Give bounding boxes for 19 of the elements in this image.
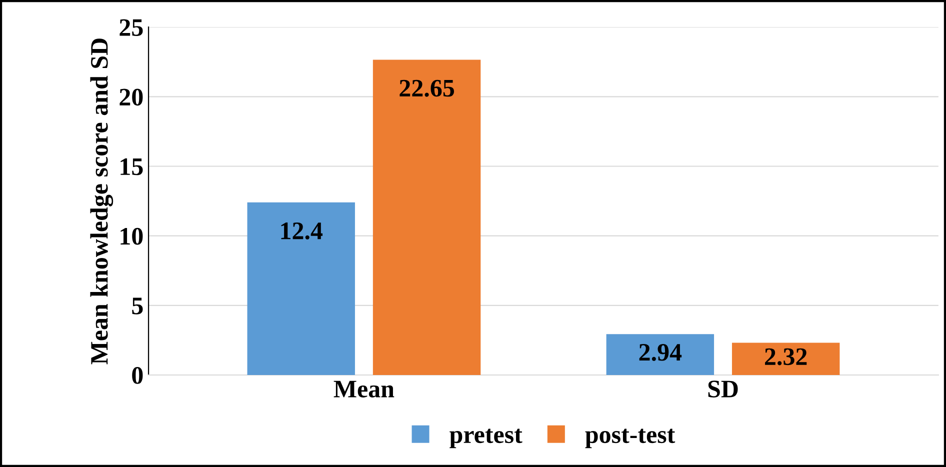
legend-label: post-test [585,428,676,448]
bar [606,334,714,375]
x-tick-label: SD [708,380,738,398]
data-label: 2.32 [765,348,807,366]
y-tick-label: 5 [132,298,143,314]
bar [372,60,481,375]
data-label: 2.94 [639,344,682,361]
y-tick-label: 15 [120,158,143,176]
data-label: 22.65 [400,80,454,97]
legend-label: pretest [450,428,522,448]
data-label: 12.4 [281,222,323,240]
y-tick-label: 20 [120,88,143,106]
y-tick-label: 0 [132,367,143,384]
bar [247,202,355,375]
y-axis-title: Mean knowledge score and SD [90,38,114,364]
y-tick-label: 10 [120,228,143,245]
x-tick-label: Mean [334,380,394,398]
bar [732,342,840,375]
y-tick-label: 25 [120,19,143,36]
